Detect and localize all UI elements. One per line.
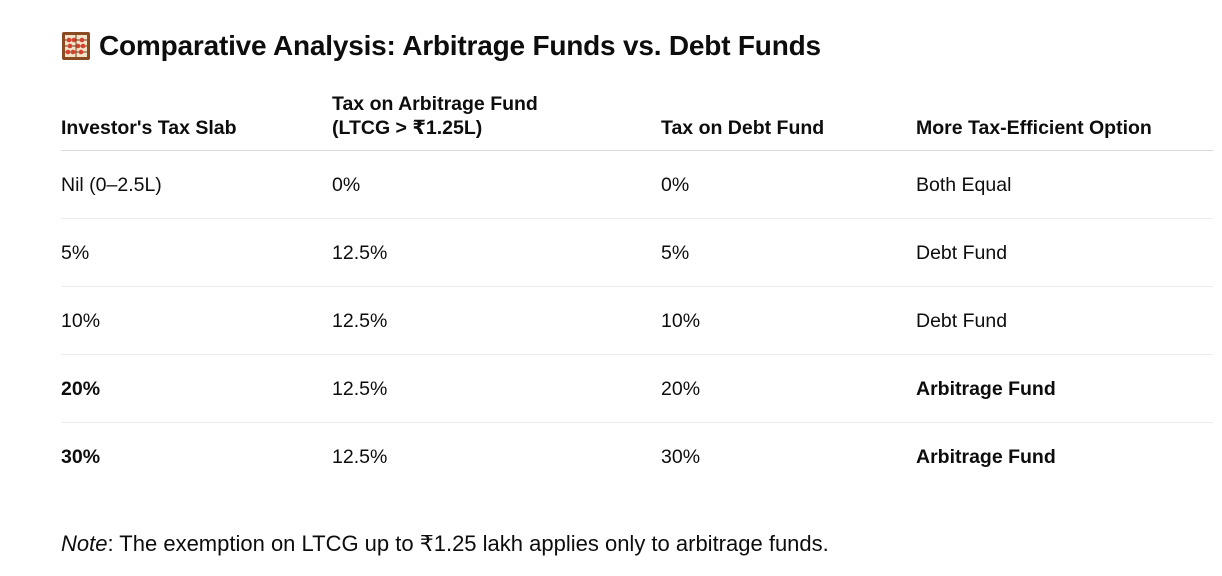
table-row: 30% 12.5% 30% Arbitrage Fund [61, 423, 1213, 491]
cell-debt-tax: 5% [661, 218, 916, 287]
cell-slab: 10% [61, 286, 332, 355]
cell-debt-tax: 10% [661, 286, 916, 355]
cell-option: Arbitrage Fund [916, 354, 1213, 423]
cell-option: Debt Fund [916, 218, 1213, 287]
note-text: : The exemption on LTCG up to ₹1.25 lakh… [107, 531, 829, 556]
cell-debt-tax: 30% [661, 445, 701, 468]
table-row: 5% 12.5% 5% Debt Fund [61, 218, 1213, 287]
header-arbitrage-tax: Tax on Arbitrage Fund (LTCG > ₹1.25L) [332, 92, 661, 151]
abacus-icon [61, 31, 91, 61]
section-heading: Comparative Analysis: Arbitrage Funds vs… [61, 30, 821, 62]
cell-debt-tax: 20% [661, 354, 916, 423]
header-efficient-option: More Tax-Efficient Option [916, 92, 1213, 151]
cell-arbitrage-tax: 12.5% [332, 354, 661, 423]
table-row: 20% 12.5% 20% Arbitrage Fund [61, 354, 1213, 423]
header-tax-slab: Investor's Tax Slab [61, 92, 332, 151]
cell-option: Debt Fund [916, 286, 1213, 355]
table-row: Nil (0–2.5L) 0% 0% Both Equal [61, 150, 1213, 219]
note-label: Note [61, 531, 108, 556]
footnote: Note: The exemption on LTCG up to ₹1.25 … [61, 531, 829, 557]
table-row: 10% 12.5% 10% Debt Fund [61, 286, 1213, 355]
header-arbitrage-tax-line1: Tax on Arbitrage Fund [332, 93, 538, 115]
cell-arbitrage-tax: 0% [332, 150, 661, 219]
comparison-table: Investor's Tax Slab Tax on Arbitrage Fun… [61, 92, 1213, 490]
page-title: Comparative Analysis: Arbitrage Funds vs… [99, 30, 821, 61]
cell-slab: 30% [61, 445, 101, 468]
header-debt-tax: Tax on Debt Fund [661, 92, 916, 151]
cell-slab: Nil (0–2.5L) [61, 150, 332, 219]
cell-slab: 5% [61, 218, 332, 287]
cell-debt-tax: 0% [661, 150, 916, 219]
cell-arbitrage-tax: 12.5% [332, 445, 388, 468]
cell-arbitrage-tax: 12.5% [332, 218, 661, 287]
cell-arbitrage-tax: 12.5% [332, 286, 661, 355]
table-header-row: Investor's Tax Slab Tax on Arbitrage Fun… [61, 92, 1213, 151]
cell-slab: 20% [61, 354, 332, 423]
cell-option: Arbitrage Fund [916, 445, 1056, 468]
cell-option: Both Equal [916, 150, 1213, 219]
header-arbitrage-tax-line2: (LTCG > ₹1.25L) [332, 117, 483, 139]
